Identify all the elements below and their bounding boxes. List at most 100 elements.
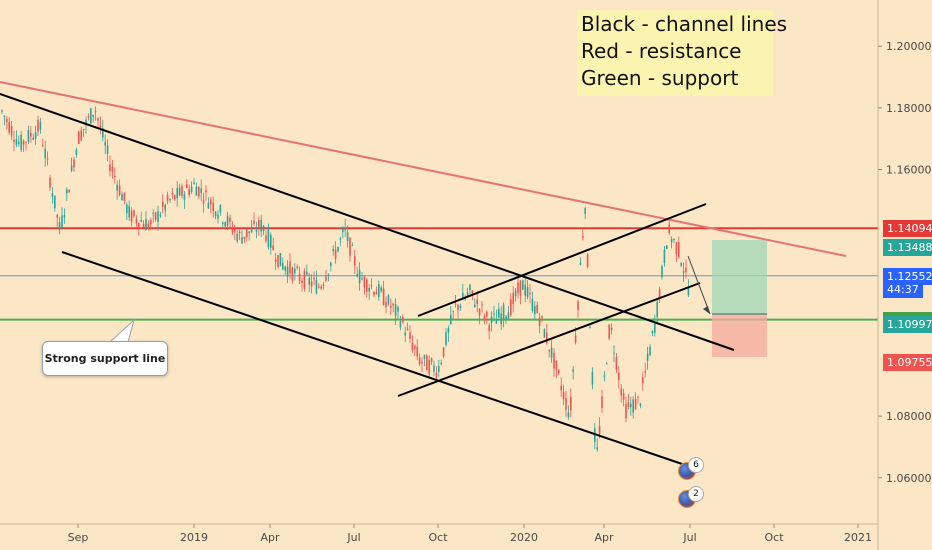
candle-down	[253, 220, 255, 224]
candle-up	[454, 303, 457, 305]
candle-up	[589, 326, 591, 328]
candle-up	[687, 286, 690, 296]
candle-up	[469, 284, 471, 291]
candle-up	[322, 284, 325, 286]
candle-down	[171, 192, 174, 195]
candle-down	[402, 316, 404, 323]
candle-down	[56, 214, 58, 218]
candle-down	[577, 301, 579, 311]
candle-down	[42, 145, 44, 147]
candle-up	[270, 234, 272, 248]
candle-up	[466, 292, 469, 296]
candle-up	[250, 227, 253, 233]
candle-up	[106, 145, 109, 154]
candle-up	[27, 129, 30, 142]
candle-down	[428, 359, 430, 375]
candle-up	[169, 199, 171, 201]
candle-up	[630, 403, 632, 408]
legend-line-channel: Black - channel lines	[581, 12, 788, 36]
candle-down	[488, 325, 490, 332]
candle-up	[368, 288, 370, 292]
projection-arrow	[687, 255, 711, 315]
candle-down	[298, 273, 301, 281]
candle-down	[318, 286, 320, 288]
candle-down	[118, 185, 121, 195]
candle-down	[37, 119, 39, 132]
candle-up	[572, 369, 574, 372]
candle-down	[313, 277, 315, 280]
candle-down	[476, 299, 478, 305]
candle-up	[462, 292, 464, 300]
candle-up	[58, 222, 61, 230]
candle-down	[78, 131, 80, 144]
candle-down	[231, 228, 234, 233]
candle-up	[128, 206, 130, 218]
candle-up	[505, 316, 507, 320]
candle-up	[157, 211, 159, 222]
candle-down	[512, 292, 514, 305]
candle-up	[433, 365, 435, 372]
candle-down	[198, 186, 200, 197]
candle-down	[366, 279, 368, 292]
candle-down	[212, 202, 214, 212]
price-tag: 1.10997	[883, 315, 932, 333]
candle-down	[272, 245, 274, 250]
candle-down	[373, 292, 375, 296]
candle-down	[142, 223, 145, 228]
candle-up	[327, 274, 330, 276]
candle-up	[680, 263, 682, 266]
support-callout[interactable]: Strong support line	[42, 341, 168, 376]
candle-up	[255, 230, 258, 232]
candle-up	[423, 354, 426, 359]
candle-down	[442, 347, 445, 357]
candle-down	[133, 210, 135, 217]
legend-note: Black - channel lines Red - resistance G…	[577, 10, 787, 96]
candle-up	[404, 332, 406, 336]
candle-down	[147, 223, 150, 229]
candle-down	[565, 398, 567, 410]
candle-down	[536, 305, 538, 313]
candle-down	[296, 266, 298, 268]
candle-up	[507, 312, 510, 319]
candle-up	[447, 328, 450, 333]
candle-up	[591, 372, 594, 385]
candle-down	[289, 261, 291, 274]
x-tick-label: Jul	[346, 531, 360, 544]
candle-down	[625, 403, 627, 419]
candle-down	[6, 118, 8, 123]
candle-up	[190, 186, 193, 192]
candle-down	[82, 128, 85, 131]
candle-up	[550, 347, 553, 358]
candle-down	[354, 256, 356, 266]
price-tag: 1.14094	[883, 220, 932, 238]
candle-up	[649, 346, 651, 356]
candle-down	[186, 184, 188, 188]
x-tick-label: 2020	[510, 531, 538, 544]
candle-up	[682, 271, 685, 273]
candle-down	[426, 355, 428, 371]
candle-up	[66, 189, 68, 194]
candle-up	[337, 247, 339, 252]
candle-up	[260, 219, 262, 232]
candle-down	[586, 254, 589, 267]
candle-up	[670, 239, 673, 243]
candle-down	[598, 426, 601, 435]
candle-up	[661, 266, 663, 278]
price-tag: 1.12552	[883, 267, 932, 285]
candle-up	[459, 305, 462, 308]
candle-down	[416, 346, 418, 357]
candle-up	[294, 268, 296, 274]
candle-down	[570, 397, 572, 411]
candle-down	[555, 360, 558, 371]
price-tag: 44:37	[883, 280, 923, 298]
candle-down	[166, 194, 169, 202]
candle-up	[236, 233, 238, 242]
candle-down	[685, 267, 687, 273]
candle-down	[265, 235, 267, 241]
candle-down	[390, 305, 392, 308]
candle-down	[99, 124, 102, 128]
x-tick-label: 2019	[180, 531, 208, 544]
candle-up	[121, 194, 123, 201]
candle-down	[430, 358, 433, 362]
